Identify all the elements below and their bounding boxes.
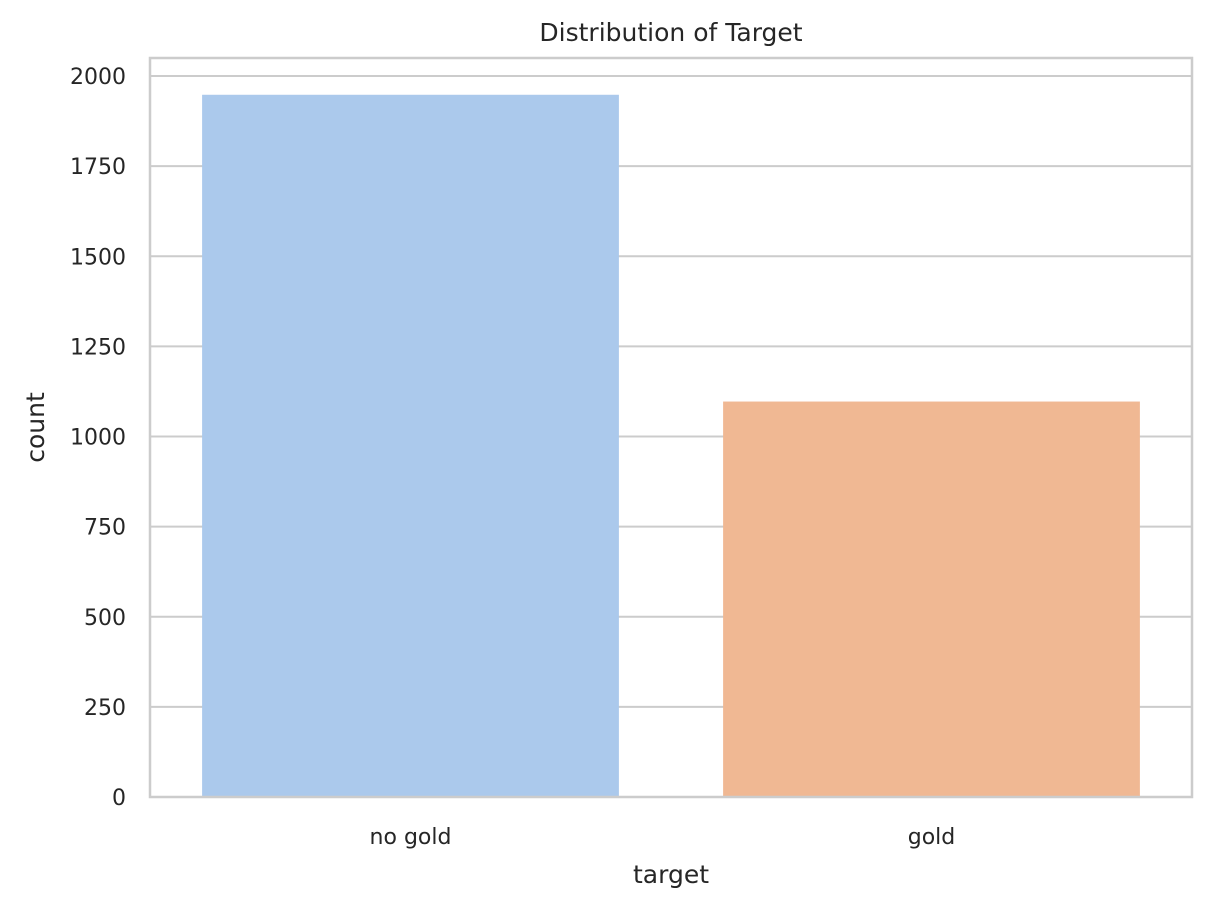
x-tick-label: no gold [370, 825, 452, 850]
bars [202, 94, 1140, 797]
x-axis-label: target [633, 860, 709, 889]
y-axis-ticks: 0 250 500 750 1000 1250 1500 1750 2000 [70, 65, 126, 811]
bar-no-gold [202, 94, 619, 797]
x-tick-label: gold [908, 825, 956, 850]
y-tick-label: 2000 [70, 65, 126, 90]
y-tick-label: 1250 [70, 335, 126, 360]
plot-frame [148, 56, 1194, 799]
y-tick-label: 1750 [70, 155, 126, 180]
y-tick-label: 750 [84, 516, 126, 541]
y-tick-label: 250 [84, 696, 126, 721]
chart-title: Distribution of Target [539, 18, 802, 47]
y-tick-label: 1000 [70, 426, 126, 451]
bar-gold [723, 401, 1140, 797]
y-tick-label: 0 [112, 786, 126, 811]
y-axis-label: count [21, 392, 50, 463]
y-tick-label: 500 [84, 606, 126, 631]
y-tick-label: 1500 [70, 245, 126, 270]
x-axis-ticks: no gold gold [370, 825, 956, 850]
